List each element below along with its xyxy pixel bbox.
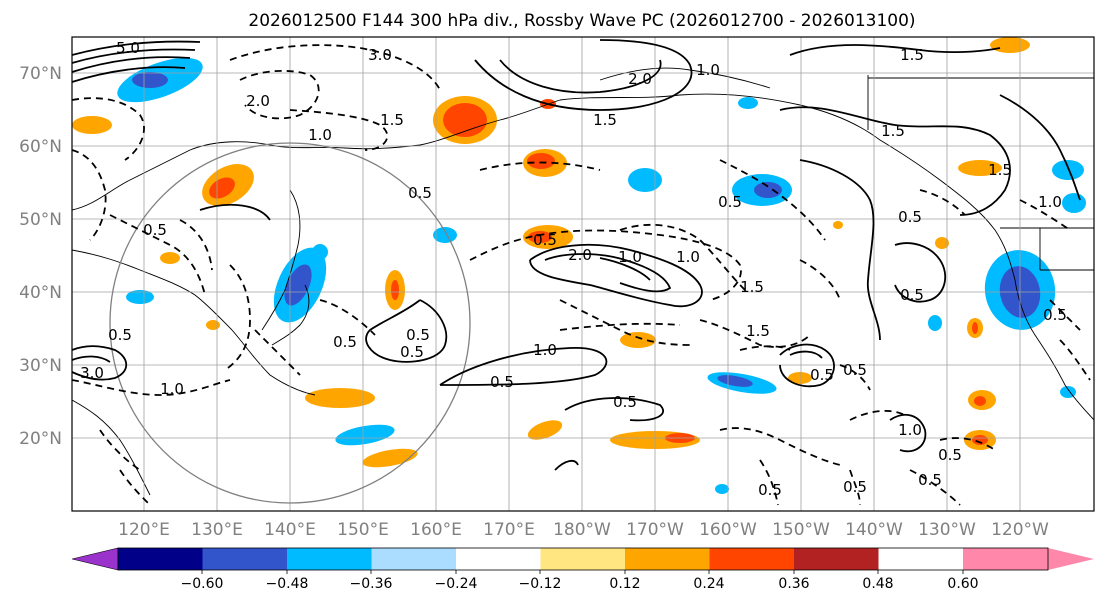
colorbar-swatch — [118, 548, 203, 570]
coastlines — [71, 67, 1095, 496]
contour-label: 1.5 — [900, 46, 924, 64]
contour-label: 0.5 — [758, 481, 782, 499]
lon-label: 140°W — [845, 520, 903, 540]
contour-label: 1.0 — [618, 248, 642, 266]
contour-label: 1.5 — [746, 322, 770, 340]
contour-label: 1.0 — [1038, 193, 1062, 211]
map-panel: 5.0 3.0 2.0 1.5 1.5 1.5 1.5 1.0 0.5 0.5 … — [71, 36, 1095, 512]
colorbar-swatch — [287, 548, 372, 570]
colorbar-swatch — [794, 548, 879, 570]
contour-label: 0.5 — [843, 478, 867, 496]
lon-label: 140°E — [264, 520, 316, 540]
colorbar: −0.60 −0.48 −0.36 −0.24 −0.12 0.12 0.24 … — [71, 547, 1094, 592]
contour-label: 0.5 — [400, 343, 424, 361]
colorbar-tick: 0.36 — [778, 576, 809, 592]
lon-label: 130°E — [191, 520, 243, 540]
contour-label: 1.5 — [881, 122, 905, 140]
contour-label: 3.0 — [368, 46, 392, 64]
lat-label: 60°N — [19, 137, 62, 157]
lon-labels: 120°E 130°E 140°E 150°E 160°E 170°E 180°… — [118, 520, 1049, 540]
contour-label: 5.0 — [116, 39, 140, 57]
lon-label: 150°W — [772, 520, 830, 540]
solid-contours — [71, 39, 1081, 471]
colorbar-tick: −0.12 — [519, 576, 562, 592]
colorbar-swatch — [709, 548, 794, 570]
colorbar-tick: 0.24 — [693, 576, 724, 592]
lon-label: 170°W — [626, 520, 684, 540]
contour-label: 0.5 — [533, 231, 557, 249]
contour-label: 0.5 — [1043, 306, 1067, 324]
contour-label: 0.5 — [900, 286, 924, 304]
contour-label: 1.5 — [988, 161, 1012, 179]
colorbar-extend-high — [963, 548, 1094, 570]
contour-label: 1.0 — [308, 126, 332, 144]
reference-circle — [109, 142, 471, 504]
contour-label: 0.5 — [143, 221, 167, 239]
lon-label: 130°W — [918, 520, 976, 540]
contour-label: 2.0 — [246, 92, 270, 110]
colorbar-tick: −0.36 — [350, 576, 393, 592]
contour-label: 1.0 — [533, 341, 557, 359]
contour-label: 0.5 — [898, 208, 922, 226]
contour-label: 1.0 — [160, 380, 184, 398]
contour-label: 1.5 — [740, 278, 764, 296]
contour-label: 3.0 — [80, 364, 104, 382]
contour-label: 1.0 — [676, 248, 700, 266]
colorbar-tick: 0.48 — [862, 576, 893, 592]
lat-label: 30°N — [19, 356, 62, 376]
colorbar-swatch — [456, 548, 541, 570]
contour-label: 0.5 — [406, 326, 430, 344]
contour-label: 0.5 — [490, 373, 514, 391]
lon-label: 120°W — [991, 520, 1049, 540]
colorbar-swatch — [371, 548, 456, 570]
figure-title: 2026012500 F144 300 hPa div., Rossby Wav… — [248, 11, 915, 31]
lon-label: 160°E — [410, 520, 462, 540]
contour-label: 0.5 — [613, 393, 637, 411]
colorbar-tick: 0.12 — [609, 576, 640, 592]
colorbar-extend-low — [71, 547, 119, 571]
contour-label: 1.0 — [898, 421, 922, 439]
colorbar-tick: −0.48 — [266, 576, 309, 592]
colorbar-swatch — [202, 548, 287, 570]
lon-label: 180°W — [553, 520, 611, 540]
contour-label: 0.5 — [108, 326, 132, 344]
lon-label: 120°E — [118, 520, 170, 540]
contour-labels: 5.0 3.0 2.0 1.5 1.5 1.5 1.5 1.0 0.5 0.5 … — [80, 39, 1067, 499]
gridlines — [72, 37, 1094, 511]
colorbar-swatch — [540, 548, 625, 570]
colorbar-swatch — [625, 548, 710, 570]
lon-label: 160°W — [699, 520, 757, 540]
lon-label: 170°E — [483, 520, 535, 540]
contour-label: 1.5 — [380, 111, 404, 129]
contour-label: 0.5 — [718, 193, 742, 211]
contour-label: 0.5 — [938, 446, 962, 464]
contour-label: 1.5 — [593, 111, 617, 129]
colorbar-tick: 0.60 — [947, 576, 978, 592]
lat-labels: 70°N 60°N 50°N 40°N 30°N 20°N — [19, 64, 62, 449]
contour-label: 2.0 — [628, 70, 652, 88]
lat-label: 50°N — [19, 210, 62, 230]
lon-label: 150°E — [337, 520, 389, 540]
contour-label: 2.0 — [568, 246, 592, 264]
map-frame — [71, 36, 1095, 512]
colorbar-tick: −0.24 — [435, 576, 478, 592]
lat-label: 20°N — [19, 429, 62, 449]
contour-label: 0.5 — [810, 366, 834, 384]
contour-label: 0.5 — [918, 471, 942, 489]
contour-label: 1.0 — [696, 61, 720, 79]
colorbar-ticks: −0.60 −0.48 −0.36 −0.24 −0.12 0.12 0.24 … — [181, 576, 979, 592]
lat-label: 40°N — [19, 283, 62, 303]
colorbar-tick: −0.60 — [181, 576, 224, 592]
contour-label: 0.5 — [333, 333, 357, 351]
contour-label: 0.5 — [408, 184, 432, 202]
contour-label: 0.5 — [843, 361, 867, 379]
divergence-shading — [72, 37, 1086, 494]
lat-label: 70°N — [19, 64, 62, 84]
dashed-contours — [71, 44, 1091, 506]
